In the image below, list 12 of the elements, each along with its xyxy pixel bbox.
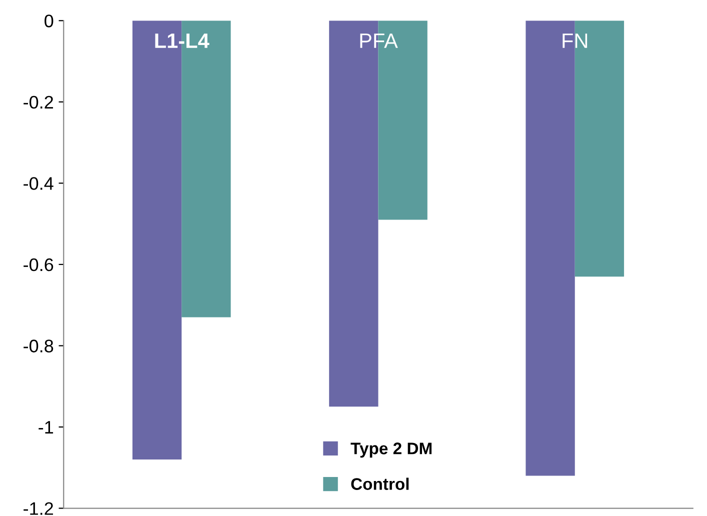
legend-label: Control: [351, 478, 409, 490]
y-tick-label: -0.6: [24, 258, 54, 272]
y-tick-label: -1.2: [24, 502, 54, 515]
y-tick-label: -0.2: [24, 96, 54, 109]
legend-label: Type 2 DM: [350, 442, 432, 458]
x-tick-label: FN: [562, 34, 588, 48]
y-tick-label: -1: [38, 421, 54, 434]
y-tick-label: -0.4: [24, 177, 54, 190]
x-tick-label: PFA: [360, 34, 398, 48]
y-tick-label: -0.8: [24, 340, 54, 352]
x-tick-label: L1-L4: [155, 34, 210, 48]
y-tick-label: 0: [44, 14, 54, 28]
